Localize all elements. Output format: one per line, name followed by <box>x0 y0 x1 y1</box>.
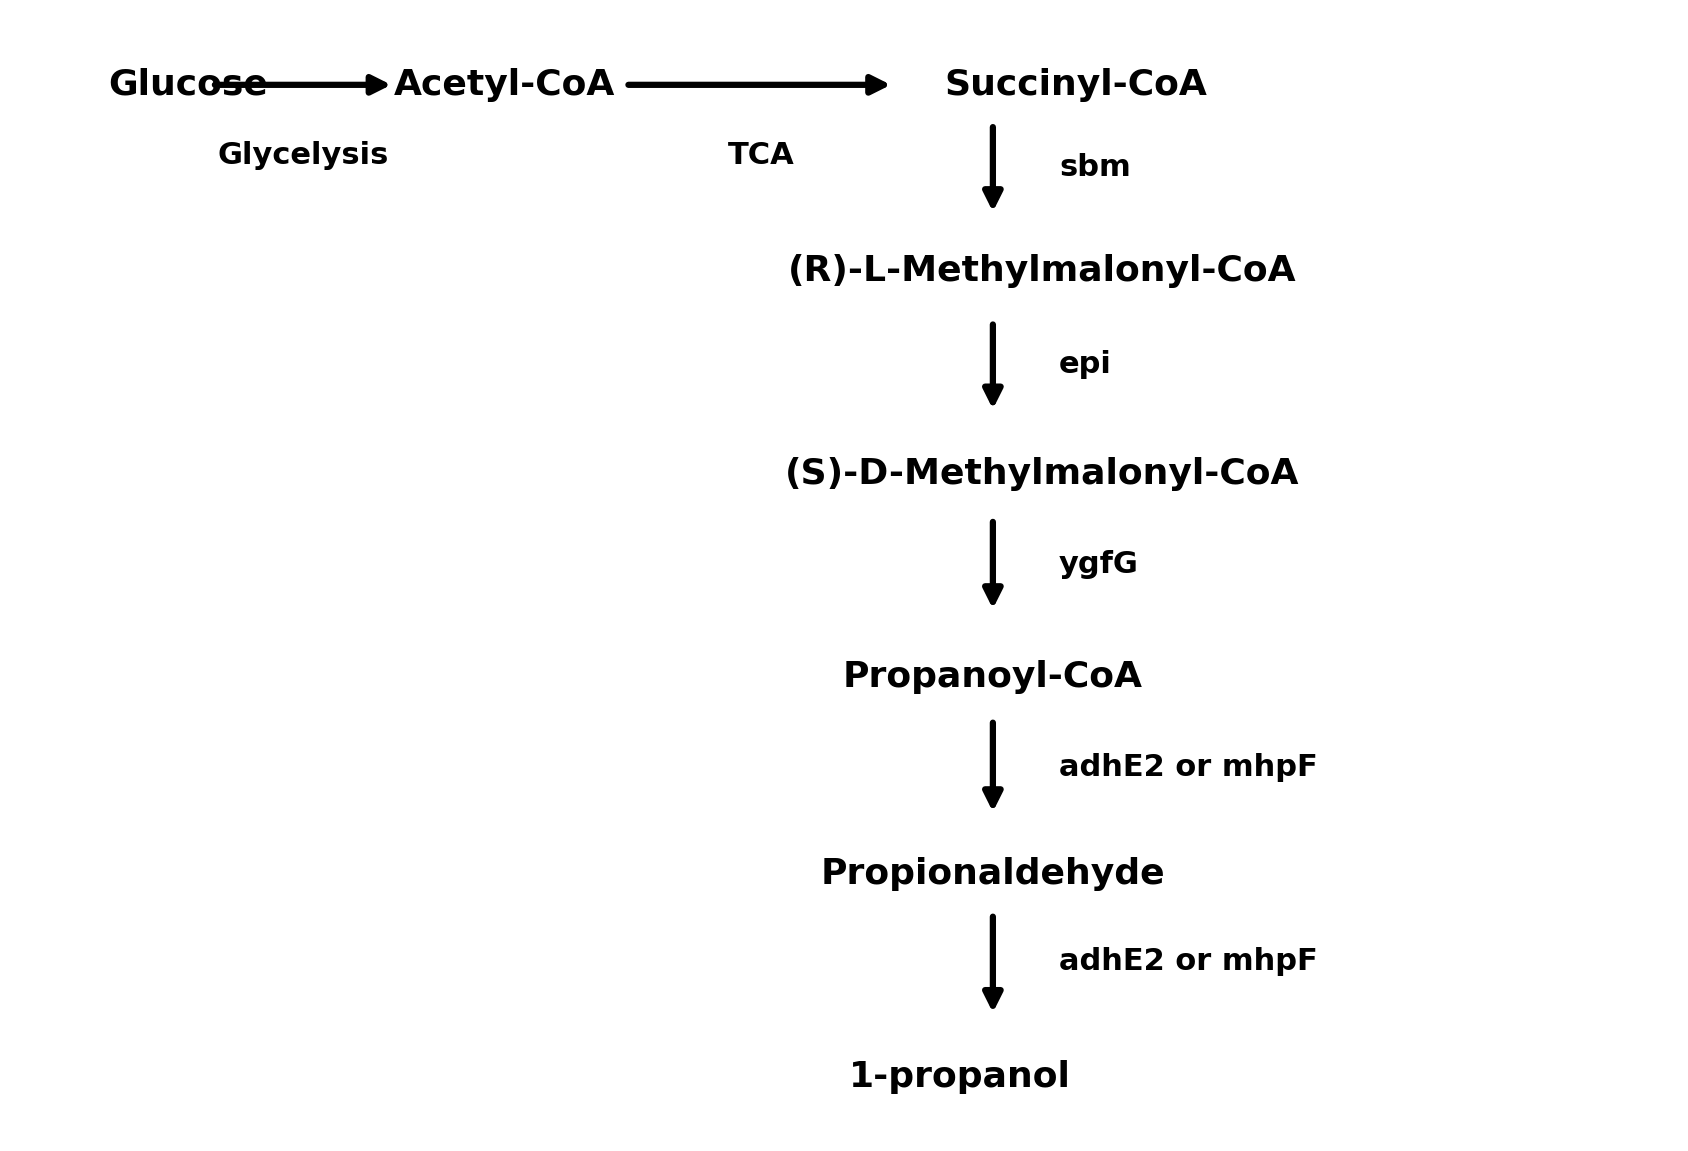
Text: epi: epi <box>1058 350 1112 379</box>
Text: sbm: sbm <box>1058 153 1131 182</box>
Text: (S)-D-Methylmalonyl-CoA: (S)-D-Methylmalonyl-CoA <box>785 457 1300 491</box>
Text: Glycelysis: Glycelysis <box>218 142 388 170</box>
Text: Acetyl-CoA: Acetyl-CoA <box>395 68 616 101</box>
Text: TCA: TCA <box>728 142 795 170</box>
Text: adhE2 or mhpF: adhE2 or mhpF <box>1058 753 1318 782</box>
Text: adhE2 or mhpF: adhE2 or mhpF <box>1058 947 1318 976</box>
Text: Propanoyl-CoA: Propanoyl-CoA <box>842 660 1143 694</box>
Text: ygfG: ygfG <box>1058 550 1139 579</box>
Text: 1-propanol: 1-propanol <box>849 1060 1070 1095</box>
Text: (R)-L-Methylmalonyl-CoA: (R)-L-Methylmalonyl-CoA <box>788 254 1296 288</box>
Text: Succinyl-CoA: Succinyl-CoA <box>944 68 1207 101</box>
Text: Glucose: Glucose <box>108 68 268 101</box>
Text: Propionaldehyde: Propionaldehyde <box>820 857 1165 891</box>
